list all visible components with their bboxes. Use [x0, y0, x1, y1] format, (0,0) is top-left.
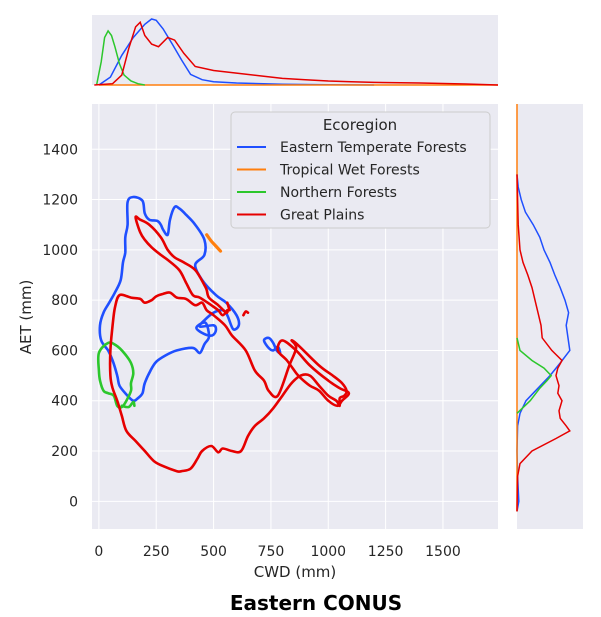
x-tick-label: 750 [258, 544, 285, 560]
y-tick-label: 200 [51, 444, 78, 460]
marginal-y-great-plains [516, 174, 571, 512]
x-tick-label: 1000 [310, 544, 346, 560]
legend-items: Eastern Temperate Forests Tropical Wet Fo… [237, 140, 467, 224]
marginal-x-great-plains [94, 20, 499, 86]
x-tick-label: 500 [200, 544, 227, 560]
marginal-x-curves [94, 18, 499, 86]
contour-great-plains [226, 301, 231, 312]
legend-frame [230, 111, 491, 229]
x-tick-label: 0 [94, 544, 103, 560]
marginal-x-northern-forests [95, 29, 145, 86]
x-tick-label: 1500 [425, 544, 461, 560]
contour-great-plains [134, 215, 229, 317]
contour-great-plains [108, 291, 348, 473]
y-tick-label: 1400 [42, 142, 78, 158]
marginal-y-northern-forests [516, 337, 553, 414]
legend-title: Ecoregion [323, 116, 397, 134]
y-tick-labels: 0 200 400 600 800 1000 1200 1400 [42, 142, 78, 510]
y-tick-label: 1000 [42, 243, 78, 259]
x-tick-label: 1250 [368, 544, 404, 560]
marginal-y-panel [517, 104, 583, 529]
legend: Ecoregion Eastern Temperate Forests Tropi… [230, 111, 491, 229]
contour-great-plains [242, 310, 250, 317]
contour-tropical-wet-forests [205, 233, 223, 253]
y-tick-label: 800 [51, 293, 78, 309]
marginal-x-panel [92, 15, 498, 85]
y-axis-label: AET (mm) [17, 280, 35, 355]
kde-contours [96, 195, 351, 473]
figure-title: Eastern CONUS [230, 591, 402, 615]
legend-label-tropical-wet-forests: Tropical Wet Forests [279, 163, 420, 179]
x-tick-labels: 0 250 500 750 1000 1250 1500 [94, 544, 460, 560]
contour-northern-forests [120, 400, 136, 409]
legend-label-great-plains: Great Plains [280, 208, 364, 224]
legend-label-eastern-temperate-forests: Eastern Temperate Forests [280, 140, 467, 156]
contour-great-plains [276, 339, 351, 408]
x-axis-label: CWD (mm) [254, 563, 337, 581]
x-tick-label: 250 [143, 544, 170, 560]
y-tick-label: 400 [51, 394, 78, 410]
y-tick-label: 0 [69, 494, 78, 510]
y-tick-label: 1200 [42, 193, 78, 209]
marginal-y-curves [516, 104, 571, 512]
marginal-x-eastern-temperate-forests [98, 18, 375, 86]
y-tick-label: 600 [51, 343, 78, 359]
contour-eastern-temperate-forests [98, 195, 241, 403]
legend-label-northern-forests: Northern Forests [280, 185, 397, 201]
